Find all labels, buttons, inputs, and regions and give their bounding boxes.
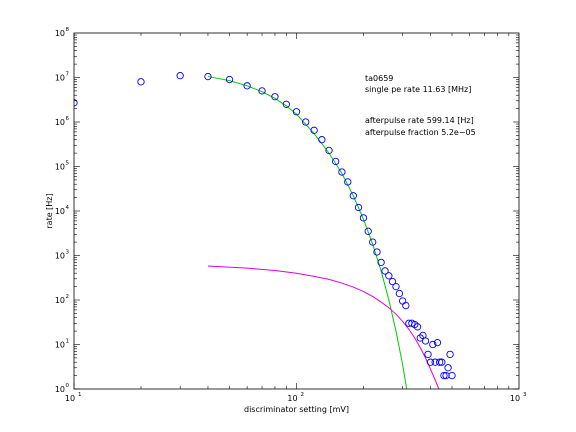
fit-line-single-pe xyxy=(207,76,408,389)
data-point xyxy=(292,108,301,116)
data-point xyxy=(225,75,234,84)
data-point xyxy=(440,371,448,380)
data-point xyxy=(271,93,279,101)
data-point xyxy=(446,350,454,359)
y-tick-exponent: 8 xyxy=(66,27,70,33)
data-point xyxy=(377,258,385,267)
plot-area xyxy=(74,72,456,389)
data-point xyxy=(332,157,340,166)
data-point xyxy=(359,214,368,222)
data-point xyxy=(364,227,372,235)
y-tick-exponent: 5 xyxy=(66,161,70,167)
y-tick-label: 10 xyxy=(55,74,65,83)
data-point xyxy=(402,301,410,310)
x-tick-label: 10 xyxy=(65,394,75,403)
y-tick-exponent: 4 xyxy=(66,205,70,211)
y-tick-label: 10 xyxy=(55,163,65,172)
data-point xyxy=(395,289,404,298)
data-point xyxy=(444,364,452,372)
data-point xyxy=(413,323,422,331)
data-point xyxy=(381,267,389,275)
data-point xyxy=(243,82,251,90)
y-tick-exponent: 6 xyxy=(66,116,70,122)
annotation-afterpulse-rate: afterpulse rate 599.14 [Hz] xyxy=(365,116,474,125)
data-point xyxy=(338,168,346,176)
y-tick-exponent: 0 xyxy=(66,383,70,389)
x-tick-exponent: 1 xyxy=(78,392,82,398)
y-axis-label: rate [Hz] xyxy=(45,193,54,228)
x-tick-label: 10 xyxy=(510,394,520,403)
data-point xyxy=(310,126,318,134)
x-tick-label: 10 xyxy=(287,394,297,403)
y-tick-label: 10 xyxy=(55,385,65,394)
annotation-afterpulse-fraction: afterpulse fraction 5.2e−05 xyxy=(365,128,476,137)
annotation-run-id: ta0659 xyxy=(365,74,393,83)
y-tick-label: 10 xyxy=(55,296,65,305)
annotation-single-pe-rate: single pe rate 11.63 [MHz] xyxy=(365,85,471,94)
y-tick-label: 10 xyxy=(55,252,65,261)
data-point xyxy=(349,192,357,200)
x-tick-exponent: 2 xyxy=(301,392,305,398)
y-tick-label: 10 xyxy=(55,118,65,127)
data-point xyxy=(137,78,145,86)
data-point xyxy=(354,203,363,212)
data-point xyxy=(421,337,430,345)
x-tick-exponent: 3 xyxy=(523,392,527,398)
tick-labels: 10 1 10 2 10 310 010 110 210 310 410 510 610 710 8 xyxy=(55,27,527,403)
data-point xyxy=(436,358,444,366)
fit-line-afterpulse xyxy=(207,265,440,389)
y-tick-exponent: 2 xyxy=(66,294,70,300)
data-point xyxy=(388,277,397,286)
data-point xyxy=(448,371,456,380)
y-tick-exponent: 3 xyxy=(66,250,70,256)
data-point xyxy=(373,248,381,256)
data-point xyxy=(204,72,212,81)
data-point xyxy=(426,358,435,366)
data-point xyxy=(258,87,266,95)
data-point xyxy=(369,238,377,246)
data-point xyxy=(325,146,333,155)
y-tick-label: 10 xyxy=(55,341,65,350)
y-tick-label: 10 xyxy=(55,207,65,216)
data-point xyxy=(438,358,446,366)
data-point xyxy=(385,272,393,280)
data-point xyxy=(433,339,442,347)
data-point xyxy=(176,72,184,80)
data-point xyxy=(344,178,352,186)
annotation-block: ta0659 single pe rate 11.63 [MHz] afterp… xyxy=(365,74,476,137)
data-point xyxy=(302,118,310,126)
data-point xyxy=(424,350,432,359)
y-tick-exponent: 7 xyxy=(66,72,70,78)
x-axis-label: discriminator setting [mV] xyxy=(244,405,349,414)
data-point xyxy=(429,340,437,349)
data-point xyxy=(282,100,290,108)
axis-ticks xyxy=(73,33,519,390)
data-point xyxy=(318,136,326,144)
data-point xyxy=(392,282,400,291)
y-tick-exponent: 1 xyxy=(66,339,70,345)
y-tick-label: 10 xyxy=(55,29,65,38)
